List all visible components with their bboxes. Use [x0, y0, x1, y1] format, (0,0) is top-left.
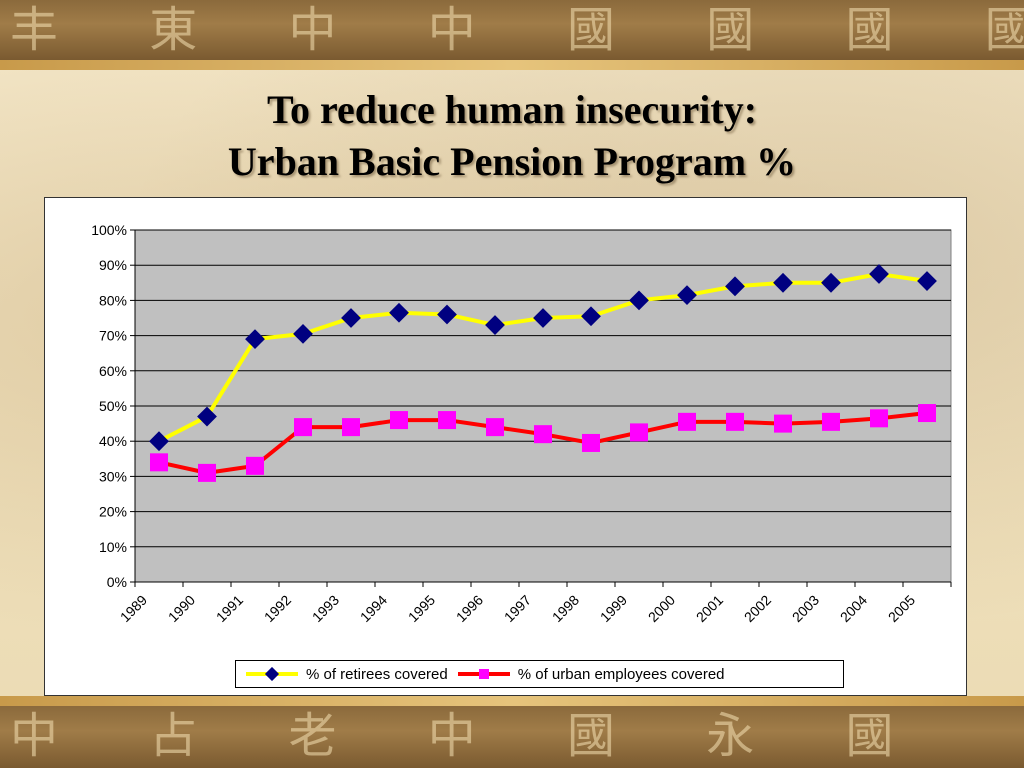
data-point-employees [390, 411, 408, 430]
y-tick-label: 100% [91, 222, 127, 238]
data-point-retirees [341, 308, 361, 328]
data-point-employees [630, 423, 648, 442]
data-point-employees [726, 412, 744, 431]
data-point-retirees [197, 406, 217, 427]
legend-item-retirees: % of retirees covered [244, 666, 448, 683]
x-tick-label: 1999 [597, 592, 630, 625]
x-tick-label: 1989 [117, 592, 150, 625]
x-tick-label: 1992 [261, 592, 294, 625]
legend-label-retirees: % of retirees covered [306, 665, 448, 683]
x-tick-label: 2005 [885, 592, 918, 625]
data-point-employees [918, 404, 936, 423]
data-point-employees [582, 433, 600, 452]
y-tick-label: 0% [107, 574, 127, 590]
gold-stripe-top [0, 60, 1024, 70]
legend-swatch-employees [457, 669, 510, 679]
y-tick-label: 70% [99, 328, 127, 344]
data-series [149, 264, 937, 482]
title-line-2: Urban Basic Pension Program % [227, 139, 797, 184]
y-tick-label: 60% [99, 363, 127, 379]
data-point-employees [678, 412, 696, 431]
x-axis-ticks: 1989 1990 1991 1992 1993 1994 1995 1996 1997 1998… [117, 582, 952, 625]
data-point-retirees [293, 323, 313, 344]
data-point-employees [822, 412, 840, 431]
y-tick-label: 20% [99, 504, 127, 520]
data-point-employees [342, 418, 360, 437]
x-tick-label: 1990 [165, 592, 198, 625]
y-tick-label: 90% [99, 257, 127, 273]
data-point-retirees [389, 302, 409, 323]
calligraphy-decoration-bottom: 中 占 老 中 國 永 國 [10, 708, 932, 764]
data-point-employees [294, 418, 312, 437]
data-point-employees [870, 409, 888, 428]
data-point-employees [534, 425, 552, 444]
legend-item-employees: % of urban employees covered [456, 666, 725, 683]
legend-label-employees: % of urban employees covered [517, 665, 725, 683]
gold-stripe-bottom [0, 696, 1024, 706]
x-tick-label: 1993 [309, 592, 342, 625]
data-point-employees [198, 463, 216, 482]
y-tick-label: 30% [99, 468, 127, 484]
legend-swatch-retirees [246, 667, 298, 681]
data-point-employees [150, 453, 168, 472]
x-tick-label: 2002 [741, 592, 774, 625]
x-tick-label: 2004 [837, 592, 870, 625]
chart-legend: % of retirees covered % of urban employe… [235, 660, 844, 688]
bottom-decorative-band: 中 占 老 中 國 永 國 [0, 706, 1024, 768]
y-tick-label: 40% [99, 433, 127, 449]
data-point-employees [246, 456, 264, 475]
y-axis-ticks: 0% 10% 20% 30% 40% 50% 60% 70% 80% 90% 100% [91, 222, 951, 590]
data-point-retirees [437, 304, 457, 325]
y-tick-label: 80% [99, 292, 127, 308]
chart-panel: 0% 10% 20% 30% 40% 50% 60% 70% 80% 90% 100% 1989 19… [44, 197, 967, 696]
gridlines [135, 229, 951, 583]
x-tick-label: 1991 [213, 592, 246, 625]
data-point-retirees [245, 329, 265, 350]
line-chart: 0%10%20%30%40%50%60%70%80%90%100% 1989 19… [91, 222, 952, 625]
x-tick-label: 1995 [405, 592, 438, 625]
x-tick-label: 2000 [645, 592, 678, 625]
calligraphy-decoration: 丰 東 中 中 國 國 國 國 [10, 2, 1024, 58]
x-tick-label: 1996 [453, 592, 486, 625]
x-tick-label: 1998 [549, 592, 582, 625]
slide-title: To reduce human insecurity: Urban Basic … [0, 84, 1024, 188]
data-point-employees [486, 418, 504, 437]
title-line-1: To reduce human insecurity: [266, 87, 758, 132]
y-tick-label: 10% [99, 539, 127, 555]
top-decorative-band: 丰 東 中 中 國 國 國 國 [0, 0, 1024, 60]
x-tick-label: 1997 [501, 592, 534, 625]
data-point-employees [774, 414, 792, 433]
x-tick-label: 2001 [693, 592, 726, 625]
x-tick-label: 2003 [789, 592, 822, 625]
data-point-retirees [485, 315, 505, 335]
y-tick-label: 50% [99, 398, 127, 414]
data-point-employees [438, 411, 456, 430]
x-tick-label: 1994 [357, 592, 390, 625]
